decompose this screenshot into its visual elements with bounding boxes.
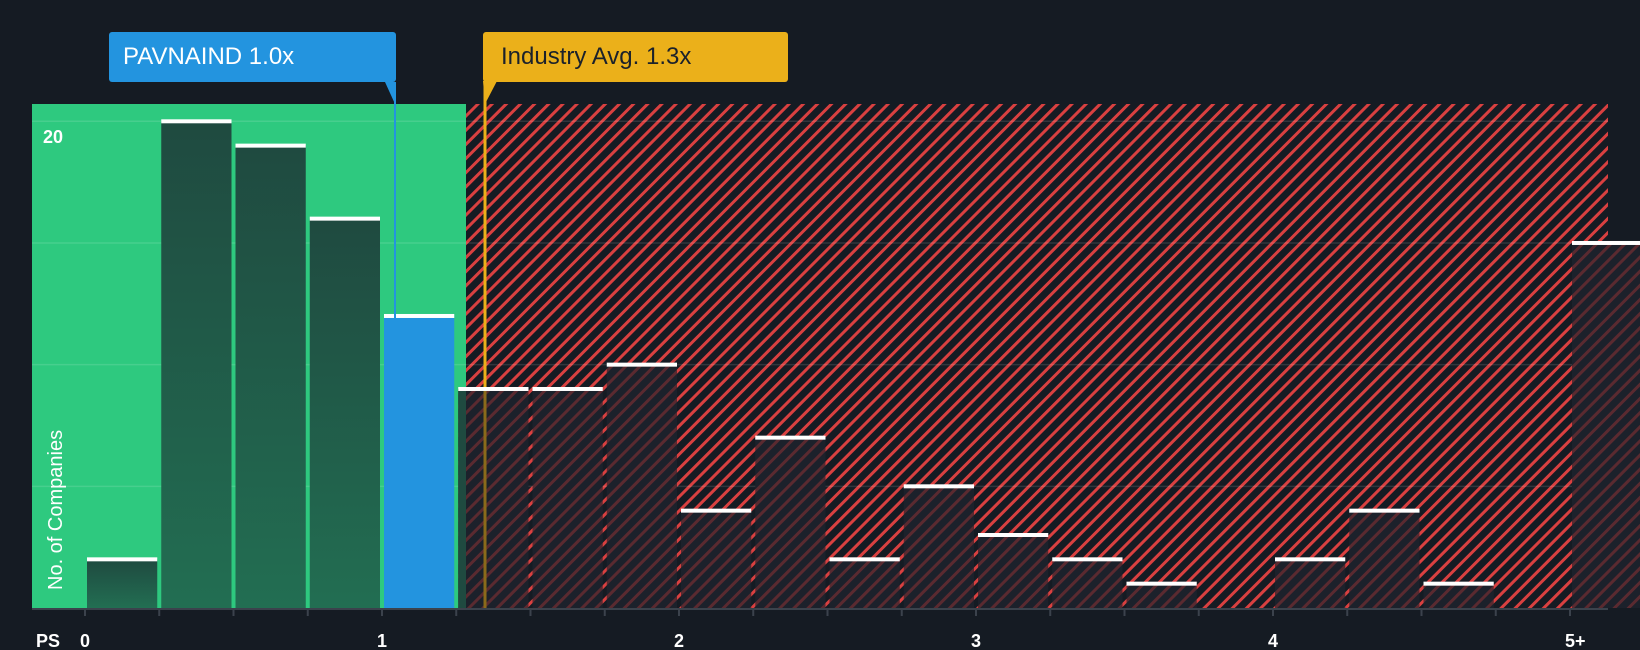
bar-body — [1275, 559, 1346, 608]
bar-cap — [235, 143, 306, 148]
bar-cap — [87, 557, 158, 562]
y-axis-label: No. of Companies — [45, 430, 67, 590]
bar-body — [755, 437, 826, 608]
bar-cap — [532, 386, 603, 391]
histogram-bar — [606, 362, 677, 608]
bar-body — [1572, 242, 1640, 608]
histogram-bar — [978, 532, 1049, 608]
histogram-bar — [903, 484, 974, 608]
bar-body — [1423, 583, 1494, 608]
bar-body — [829, 559, 900, 608]
bar-body — [681, 510, 752, 608]
bar-cap — [1052, 557, 1123, 562]
bar-body — [903, 486, 974, 608]
bar-cap — [1572, 240, 1640, 245]
bar-body — [1349, 510, 1420, 608]
bar-cap — [829, 557, 900, 562]
bar-body — [161, 121, 232, 609]
histogram-bar — [829, 557, 900, 608]
bar-cap — [384, 313, 455, 318]
bar-body — [1052, 559, 1123, 608]
bar-cap — [1423, 581, 1494, 586]
histogram-bar — [1126, 581, 1197, 608]
bar-cap — [458, 386, 529, 391]
x-tick-label: 3 — [971, 631, 981, 650]
histogram-bar — [235, 143, 306, 608]
histogram-bar — [161, 119, 232, 609]
histogram-bar — [1572, 240, 1640, 608]
bar-body — [309, 218, 380, 608]
x-tick-label: 0 — [80, 631, 90, 650]
bar-cap — [161, 119, 232, 124]
histogram-bar — [1349, 508, 1420, 608]
industry-callout-pointer — [483, 81, 497, 104]
bar-cap — [978, 532, 1049, 537]
x-axis-label: PS — [36, 631, 60, 650]
histogram-bar — [532, 386, 603, 608]
industry-average-label: Industry Avg. 1.3x — [501, 43, 692, 70]
bar-cap — [606, 362, 677, 367]
histogram-bar — [1275, 557, 1346, 608]
histogram-bar — [87, 557, 158, 608]
company-callout-pointer — [385, 82, 395, 104]
x-tick-label: 5+ — [1565, 631, 1586, 650]
bar-body — [978, 534, 1049, 608]
company-ps-callout: PAVNAIND 1.0x — [109, 32, 396, 82]
bar-body — [235, 145, 306, 608]
x-tick-label: 2 — [674, 631, 684, 650]
bar-body — [606, 364, 677, 608]
bar-body — [532, 388, 603, 608]
x-tick-label: 4 — [1268, 631, 1278, 650]
histogram-bar — [458, 386, 529, 608]
bar-cap — [1349, 508, 1420, 513]
bar-cap — [681, 508, 752, 513]
bar-body — [458, 388, 529, 608]
bar-cap — [903, 484, 974, 489]
y-tick-label-20: 20 — [43, 127, 63, 147]
histogram-bar — [681, 508, 752, 608]
company-ps-label: PAVNAIND 1.0x — [123, 43, 295, 70]
histogram-bar — [1423, 581, 1494, 608]
histogram-bar — [755, 435, 826, 608]
x-tick-label: 1 — [377, 631, 387, 650]
histogram-bar — [1052, 557, 1123, 608]
histogram-bar — [309, 216, 380, 608]
bar-cap — [1275, 557, 1346, 562]
bar-cap — [755, 435, 826, 440]
bar-body — [87, 559, 158, 608]
industry-average-callout: Industry Avg. 1.3x — [483, 32, 788, 82]
bar-cap — [309, 216, 380, 221]
bar-cap — [1126, 581, 1197, 586]
bar-body-green-part — [458, 388, 466, 608]
bar-body — [1126, 583, 1197, 608]
